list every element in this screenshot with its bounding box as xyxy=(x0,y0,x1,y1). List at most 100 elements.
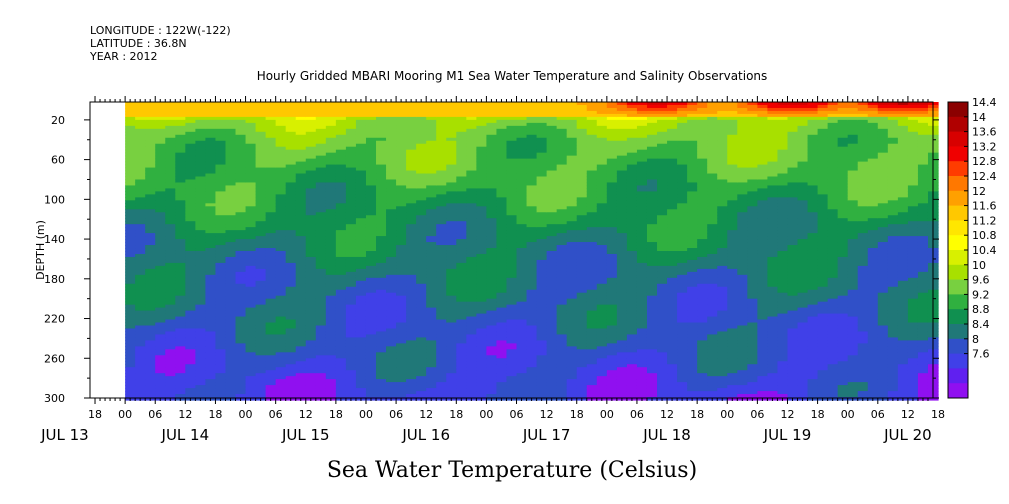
heatmap-cell xyxy=(386,158,397,163)
heatmap-cell xyxy=(396,262,407,267)
heatmap-cell xyxy=(606,155,618,160)
heatmap-cell xyxy=(596,245,608,249)
heatmap-cell xyxy=(125,256,136,261)
heatmap-cell xyxy=(486,155,498,160)
heatmap-cell xyxy=(606,119,618,124)
heatmap-cell xyxy=(305,382,317,386)
heatmap-cell xyxy=(436,295,447,300)
heatmap-cell xyxy=(476,102,488,106)
heatmap-cell xyxy=(596,253,608,258)
heatmap-cell xyxy=(406,343,417,347)
heatmap-cell xyxy=(275,233,287,237)
heatmap-cell xyxy=(536,110,548,115)
heatmap-cell xyxy=(255,185,267,190)
heatmap-cell xyxy=(516,334,528,339)
heatmap-cell xyxy=(426,295,437,300)
heatmap-cell xyxy=(596,358,608,362)
heatmap-cell xyxy=(345,137,357,142)
heatmap-cell xyxy=(496,316,508,321)
heatmap-cell xyxy=(245,325,257,330)
heatmap-cell xyxy=(416,176,427,181)
heatmap-cell xyxy=(386,218,397,222)
heatmap-cell xyxy=(325,325,337,330)
heatmap-cell xyxy=(305,131,317,136)
heatmap-cell xyxy=(456,334,467,339)
heatmap-cell xyxy=(446,236,457,240)
heatmap-cell xyxy=(466,316,477,321)
heatmap-cell xyxy=(376,173,387,178)
heatmap-cell xyxy=(265,185,277,190)
heatmap-cell xyxy=(145,289,156,294)
heatmap-cell xyxy=(436,361,447,365)
heatmap-cell xyxy=(295,179,307,184)
heatmap-cell xyxy=(225,140,237,145)
heatmap-cell xyxy=(586,301,598,306)
heatmap-cell xyxy=(486,382,498,386)
heatmap-cell xyxy=(376,289,387,294)
heatmap-cell xyxy=(546,155,558,160)
heatmap-cell xyxy=(396,391,407,395)
heatmap-cell xyxy=(386,137,397,142)
heatmap-cell xyxy=(245,137,257,142)
heatmap-cell xyxy=(175,164,186,169)
heatmap-cell xyxy=(355,146,367,151)
heatmap-cell xyxy=(426,388,437,392)
heatmap-cell xyxy=(185,203,196,207)
heatmap-cell xyxy=(466,364,477,368)
heatmap-cell xyxy=(255,358,267,362)
heatmap-cell xyxy=(526,203,538,207)
heatmap-cell xyxy=(145,230,156,234)
heatmap-cell xyxy=(386,143,397,148)
heatmap-cell xyxy=(486,206,498,210)
heatmap-cell xyxy=(255,209,267,213)
heatmap-cell xyxy=(175,295,186,300)
heatmap-cell xyxy=(566,394,578,398)
heatmap-cell xyxy=(396,122,407,127)
heatmap-cell xyxy=(205,221,217,225)
heatmap-cell xyxy=(386,233,397,237)
heatmap-cell xyxy=(295,358,307,362)
heatmap-cell xyxy=(315,340,327,344)
heatmap-cell xyxy=(466,334,477,339)
heatmap-cell xyxy=(386,385,397,389)
heatmap-cell xyxy=(496,209,508,213)
heatmap-cell xyxy=(125,343,136,347)
heatmap-cell xyxy=(315,262,327,267)
heatmap-cell xyxy=(125,367,136,371)
heatmap-cell xyxy=(245,295,257,300)
heatmap-cell xyxy=(406,268,417,273)
heatmap-cell xyxy=(556,385,568,389)
heatmap-cell xyxy=(365,206,377,210)
heatmap-cell xyxy=(466,319,477,324)
heatmap-cell xyxy=(365,149,377,154)
heatmap-cell xyxy=(556,167,568,172)
heatmap-cell xyxy=(476,209,488,213)
heatmap-cell xyxy=(305,203,317,207)
heatmap-cell xyxy=(376,245,387,249)
heatmap-cell xyxy=(265,286,277,291)
heatmap-cell xyxy=(526,209,538,213)
heatmap-cell xyxy=(195,394,207,398)
heatmap-cell xyxy=(315,206,327,210)
heatmap-cell xyxy=(265,206,277,210)
heatmap-cell xyxy=(416,215,427,219)
heatmap-cell xyxy=(305,310,317,315)
heatmap-cell xyxy=(546,242,558,246)
heatmap-cell xyxy=(386,116,397,121)
heatmap-cell xyxy=(456,325,467,330)
heatmap-cell xyxy=(596,218,608,222)
heatmap-cell xyxy=(536,245,548,249)
heatmap-cell xyxy=(235,173,247,178)
heatmap-cell xyxy=(305,140,317,145)
heatmap-cell xyxy=(566,173,578,178)
heatmap-cell xyxy=(416,191,427,195)
heatmap-cell xyxy=(466,236,477,240)
heatmap-cell xyxy=(165,256,176,261)
heatmap-cell xyxy=(145,137,156,142)
heatmap-cell xyxy=(526,128,538,133)
heatmap-cell xyxy=(185,191,196,195)
heatmap-cell xyxy=(135,334,146,339)
heatmap-cell xyxy=(536,295,548,300)
heatmap-cell xyxy=(436,280,447,285)
heatmap-cell xyxy=(305,143,317,148)
